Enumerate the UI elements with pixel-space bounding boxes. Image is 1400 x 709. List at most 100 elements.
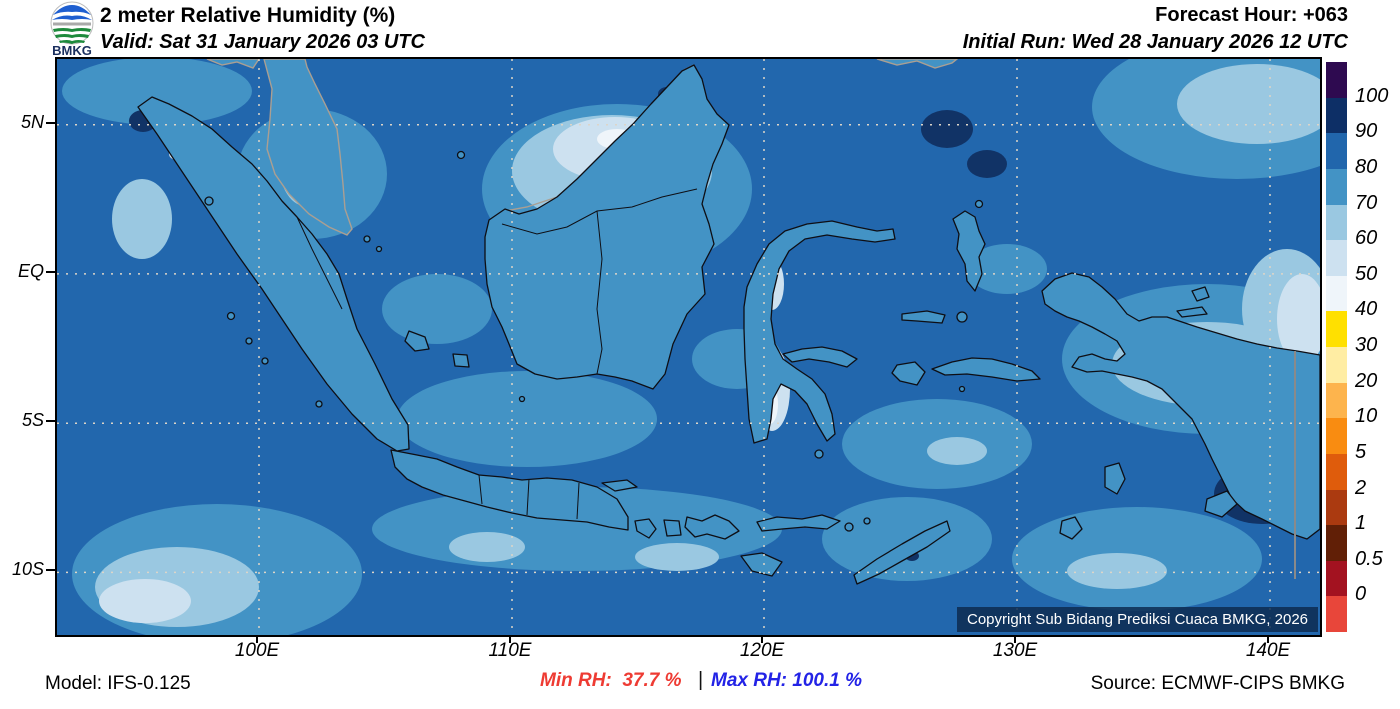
- island-sumbawa: [684, 514, 740, 540]
- colorbar-label-5: 5: [1355, 440, 1367, 463]
- island-buru: [891, 361, 926, 386]
- island-natuna: [456, 150, 466, 160]
- island-madura: [601, 479, 638, 492]
- colorbar-label-20: 20: [1355, 369, 1378, 392]
- page-title: 2 meter Relative Humidity (%): [100, 4, 396, 27]
- colorbar-segment-5: [1326, 240, 1347, 276]
- island-yapen: [1176, 306, 1208, 318]
- island-tanimbar: [1059, 516, 1083, 540]
- malay-peninsula: [263, 59, 353, 236]
- island-sumba: [740, 552, 783, 577]
- colorbar-label-60: 60: [1355, 227, 1378, 250]
- colorbar-segment-4: [1326, 204, 1347, 241]
- valid-time-label: Valid: Sat 31 January 2026 03 UTC: [100, 31, 425, 53]
- island-mentawai-3: [261, 357, 269, 365]
- colorbar-label-10: 10: [1355, 405, 1378, 428]
- colorbar-segment-2: [1326, 133, 1347, 169]
- colorbar: [1326, 62, 1347, 632]
- lat-label-eq: EQ: [17, 261, 44, 281]
- sulawesi-east-arm: [782, 346, 858, 368]
- island-riau-2: [375, 245, 383, 253]
- island-seram: [931, 357, 1041, 382]
- map-canvas: [57, 59, 1320, 635]
- island-bangka: [404, 330, 430, 352]
- island-biak: [1191, 286, 1210, 302]
- admin-borders: [296, 188, 698, 520]
- island-flores: [756, 514, 841, 532]
- island-sula: [901, 310, 946, 324]
- lon-label-130e: 130E: [992, 640, 1038, 661]
- lat-label-5s: 5S: [21, 410, 44, 430]
- colorbar-label-70: 70: [1355, 191, 1378, 214]
- lat-tick-5s: [46, 420, 55, 422]
- island-siberut: [226, 311, 236, 321]
- colorbar-segment-9: [1326, 382, 1347, 419]
- lon-label-110e: 110E: [488, 640, 532, 661]
- island-belitung: [452, 353, 470, 368]
- initial-run-label: Initial Run: Wed 28 January 2026 12 UTC: [962, 31, 1348, 53]
- lon-tick-120e: [761, 635, 763, 643]
- island-sulawesi: [743, 220, 896, 444]
- graticule: [57, 59, 1320, 635]
- island-ambon: [958, 385, 966, 393]
- copyright-label: Copyright Sub Bidang Prediksi Cuaca BMKG…: [956, 607, 1318, 632]
- island-borneo: [484, 64, 730, 390]
- island-bali: [634, 518, 657, 539]
- model-label: Model: IFS-0.125: [45, 673, 191, 694]
- lon-tick-100e: [256, 635, 258, 643]
- island-riau-1: [363, 235, 371, 243]
- source-label: Source: ECMWF-CIPS BMKG: [1090, 673, 1345, 694]
- colorbar-label-80: 80: [1355, 155, 1378, 178]
- bmkg-logo-text: BMKG: [52, 43, 92, 57]
- lon-label-120e: 120E: [739, 640, 785, 661]
- lon-tick-140e: [1267, 635, 1269, 643]
- island-morotai: [974, 199, 984, 209]
- island-enggano: [315, 400, 323, 408]
- colorbar-segment-11: [1326, 453, 1347, 490]
- colorbar-label-40: 40: [1355, 298, 1378, 321]
- colorbar-segment-1: [1326, 97, 1347, 134]
- colorbar-segment-13: [1326, 525, 1347, 561]
- island-nias: [204, 196, 214, 206]
- colorbar-segment-12: [1326, 489, 1347, 526]
- colorbar-segment-3: [1326, 168, 1347, 205]
- island-wetar: [844, 522, 854, 532]
- bmkg-logo: BMKG: [50, 1, 94, 57]
- forecast-hour-label: Forecast Hour: +063: [1155, 4, 1348, 26]
- colorbar-label-2: 2: [1355, 476, 1367, 499]
- lat-label-5n: 5N: [20, 112, 44, 132]
- lat-tick-eq: [46, 271, 55, 273]
- island-aru: [1104, 462, 1126, 495]
- colorbar-segment-8: [1326, 347, 1347, 383]
- min-max-separator: |: [698, 669, 704, 691]
- island-buton: [814, 449, 824, 459]
- lat-tick-5n: [46, 122, 55, 124]
- colorbar-label-1: 1: [1355, 512, 1367, 535]
- colorbar-segment-6: [1326, 275, 1347, 312]
- island-karimunjawa: [518, 395, 526, 403]
- colorbar-label-90: 90: [1355, 120, 1378, 143]
- colorbar-segment-14: [1326, 560, 1347, 597]
- colorbar-label-0.5: 0.5: [1355, 547, 1383, 570]
- colorbar-label-50: 50: [1355, 262, 1378, 285]
- colorbar-label-100: 100: [1355, 84, 1389, 107]
- colorbar-segment-10: [1326, 418, 1347, 454]
- colorbar-labels: 100 90 80 70 60 50 40 30 20 10 5 2 1 0.5 0: [1355, 62, 1399, 632]
- thailand-fragment: [206, 59, 260, 69]
- colorbar-segment-15: [1326, 596, 1347, 632]
- colorbar-segment-0: [1326, 62, 1347, 98]
- lon-label-140e: 140E: [1245, 640, 1291, 661]
- humidity-map: Copyright Sub Bidang Prediksi Cuaca BMKG…: [55, 57, 1322, 637]
- island-alor: [863, 517, 871, 525]
- island-halmahera: [952, 210, 986, 292]
- island-timor: [853, 520, 951, 585]
- island-obi: [956, 311, 968, 323]
- colorbar-segment-7: [1326, 311, 1347, 347]
- mindanao-fragment: [876, 59, 959, 69]
- lon-label-100e: 100E: [234, 640, 280, 661]
- lat-tick-10s: [46, 569, 55, 571]
- colorbar-label-0: 0: [1355, 583, 1367, 606]
- island-dolak: [1204, 490, 1238, 518]
- colorbar-label-30: 30: [1355, 334, 1378, 356]
